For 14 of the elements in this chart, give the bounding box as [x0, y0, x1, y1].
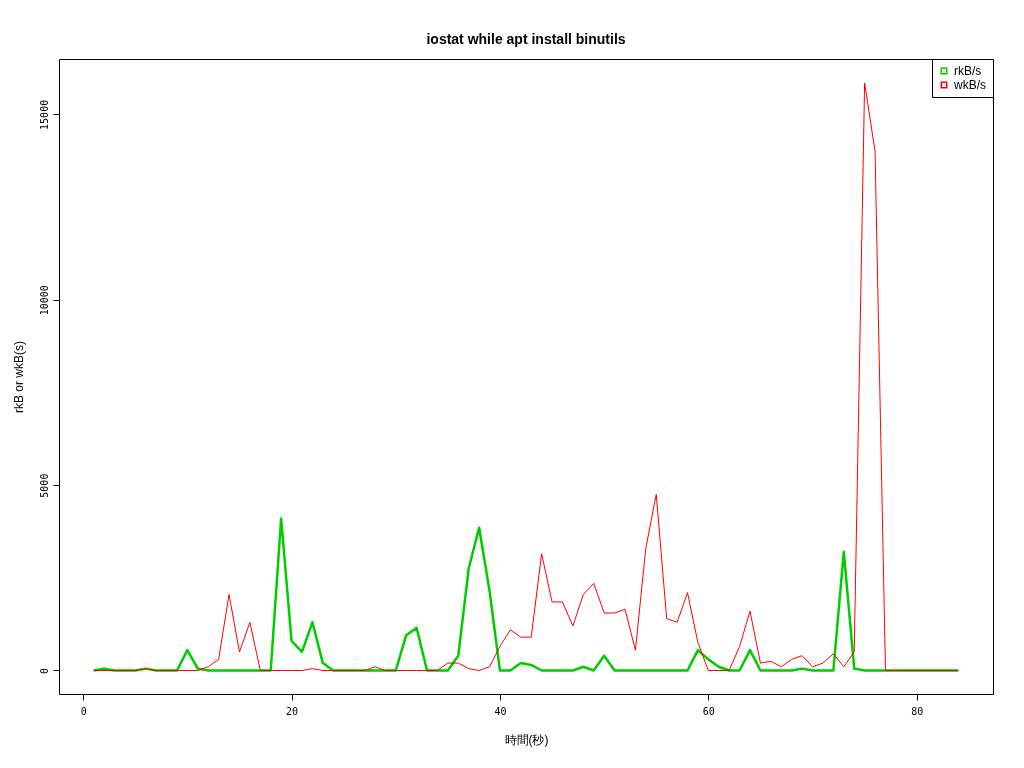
- y-tick-label: 15000: [38, 99, 50, 130]
- chart-title: iostat while apt install binutils: [426, 30, 626, 47]
- x-tick-label: 40: [494, 705, 507, 717]
- x-tick-label: 20: [286, 705, 299, 717]
- y-tick-label: 10000: [38, 285, 50, 316]
- x-axis-title: 時間(秒): [504, 732, 549, 747]
- legend-label: wkB/s: [953, 78, 987, 92]
- x-tick-label: 0: [80, 705, 87, 717]
- y-tick-label: 0: [38, 667, 50, 675]
- y-axis-title: rkB or wkB(s): [11, 341, 26, 413]
- x-tick-label: 60: [702, 705, 715, 717]
- legend-label: rkB/s: [954, 64, 982, 78]
- x-tick-label: 80: [911, 705, 924, 717]
- y-tick-label: 5000: [38, 473, 50, 498]
